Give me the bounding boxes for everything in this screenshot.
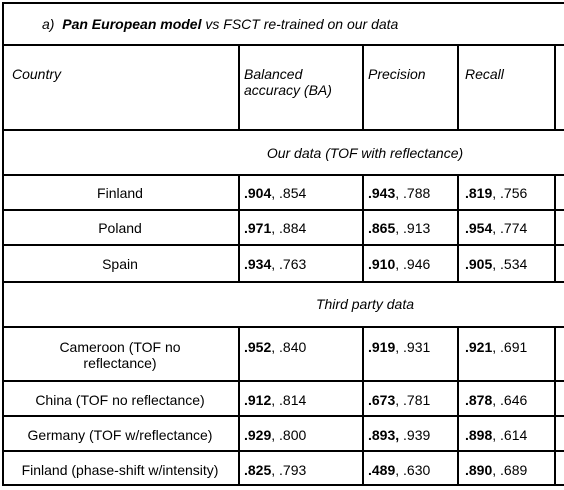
recall-cell: .905, .534 <box>465 256 527 272</box>
row-divider <box>2 380 564 382</box>
recall-cell: .954, .774 <box>465 220 527 236</box>
ba-cell: .904, .854 <box>244 185 306 201</box>
row-divider <box>2 281 564 283</box>
country-cell: Finland (phase-shift w/intensity) <box>2 462 238 478</box>
row-divider <box>2 326 564 328</box>
header-precision: Precision <box>368 66 426 82</box>
ba-cell: .825, .793 <box>244 462 306 478</box>
recall-cell: .819, .756 <box>465 185 527 201</box>
country-cell: Spain <box>2 256 238 272</box>
recall-cell: .898, .614 <box>465 427 527 443</box>
precision-cell: .865, .913 <box>368 220 430 236</box>
column-divider <box>554 174 556 281</box>
header-ba-line1: Balanced <box>244 66 302 82</box>
column-divider <box>238 44 240 129</box>
row-divider <box>2 209 564 211</box>
precision-cell: .910, .946 <box>368 256 430 272</box>
table-border-top <box>2 2 564 4</box>
column-divider <box>238 326 240 486</box>
recall-cell: .890, .689 <box>465 462 527 478</box>
section-title-third-party: Third party data <box>238 296 492 312</box>
header-ba-line2: accuracy (BA) <box>244 82 332 98</box>
column-divider <box>457 326 459 486</box>
column-divider <box>554 44 556 129</box>
recall-cell: .921, .691 <box>465 339 527 355</box>
row-divider <box>2 44 564 46</box>
table-border-bottom <box>2 484 564 486</box>
precision-cell: .673, .781 <box>368 392 430 408</box>
column-divider <box>238 174 240 281</box>
caption-rest: vs FSCT re-trained on our data <box>201 16 398 32</box>
recall-cell: .878, .646 <box>465 392 527 408</box>
country-cell: China (TOF no reflectance) <box>2 392 238 408</box>
column-divider <box>362 44 364 129</box>
column-divider <box>362 174 364 281</box>
row-divider <box>2 174 564 176</box>
row-divider <box>2 129 564 131</box>
row-divider <box>2 450 564 452</box>
ba-cell: .934, .763 <box>244 256 306 272</box>
column-divider <box>457 44 459 129</box>
precision-cell: .893, .939 <box>368 427 430 443</box>
column-divider <box>554 326 556 486</box>
caption-prefix: a) <box>42 16 54 32</box>
header-recall: Recall <box>465 66 504 82</box>
country-cell: Germany (TOF w/reflectance) <box>2 427 238 443</box>
ba-cell: .929, .800 <box>244 427 306 443</box>
country-cell: Finland <box>2 185 238 201</box>
row-divider <box>2 415 564 417</box>
ba-cell: .952, .840 <box>244 339 306 355</box>
ba-cell: .912, .814 <box>244 392 306 408</box>
column-divider <box>362 326 364 486</box>
section-title-our-data: Our data (TOF with reflectance) <box>238 145 492 161</box>
caption-model-name: Pan European model <box>62 16 201 32</box>
column-divider <box>457 174 459 281</box>
row-divider <box>2 244 564 246</box>
header-country: Country <box>12 66 61 82</box>
country-cell-line1: Cameroon (TOF no <box>2 339 238 355</box>
country-cell: Poland <box>2 220 238 236</box>
precision-cell: .919, .931 <box>368 339 430 355</box>
table-caption: a) Pan European model vs FSCT re-trained… <box>42 16 398 32</box>
precision-cell: .489, .630 <box>368 462 430 478</box>
country-cell-line2: reflectance) <box>2 355 238 371</box>
precision-cell: .943, .788 <box>368 185 430 201</box>
ba-cell: .971, .884 <box>244 220 306 236</box>
